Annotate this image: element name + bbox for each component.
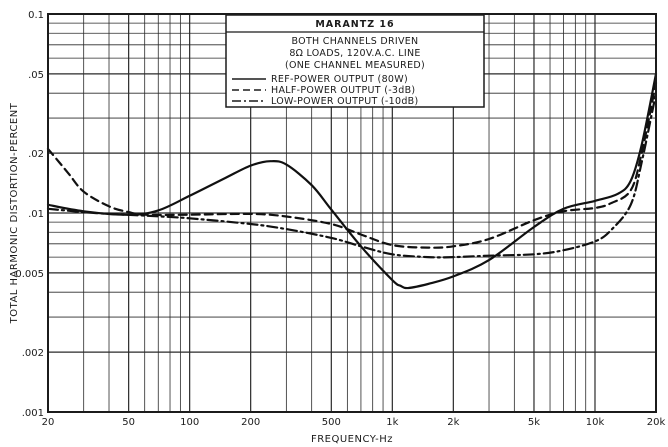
x-tick-labels: 20 50 100 200 500 1k 2k 5k 10k 20k — [42, 417, 666, 428]
y-tick-label: .002 — [22, 348, 44, 359]
chart-title: MARANTZ 16 — [315, 19, 394, 30]
x-tick-label: 20k — [647, 417, 666, 428]
y-tick-label: 0.1 — [28, 10, 44, 21]
x-tick-label: 200 — [241, 417, 260, 428]
x-tick-label: 100 — [180, 417, 199, 428]
x-tick-label: 500 — [322, 417, 341, 428]
x-tick-label: 1k — [386, 417, 398, 428]
y-tick-label: .01 — [28, 209, 44, 220]
legend-entry-half-power: HALF-POWER OUTPUT (-3dB) — [271, 85, 415, 96]
y-tick-label: .001 — [22, 408, 44, 419]
x-tick-label: 2k — [447, 417, 459, 428]
x-axis-label: FREQUENCY-Hz — [311, 434, 393, 445]
y-tick-label: .05 — [28, 70, 44, 81]
legend-subtitle-line-3: (ONE CHANNEL MEASURED) — [285, 60, 425, 71]
legend-subtitle-line-2: 8Ω LOADS, 120V.A.C. LINE — [289, 48, 420, 59]
x-tick-label: 10k — [586, 417, 605, 428]
y-tick-label: .02 — [28, 149, 44, 160]
legend-entry-low-power: LOW-POWER OUTPUT (-10dB) — [271, 96, 419, 107]
y-axis-label: TOTAL HARMONIC DISTORTION-PERCENT — [9, 102, 20, 324]
legend-subtitle-line-1: BOTH CHANNELS DRIVEN — [292, 36, 419, 47]
x-tick-label: 50 — [122, 417, 135, 428]
legend-entry-ref-power: REF-POWER OUTPUT (80W) — [271, 74, 408, 85]
x-tick-label: 5k — [528, 417, 540, 428]
